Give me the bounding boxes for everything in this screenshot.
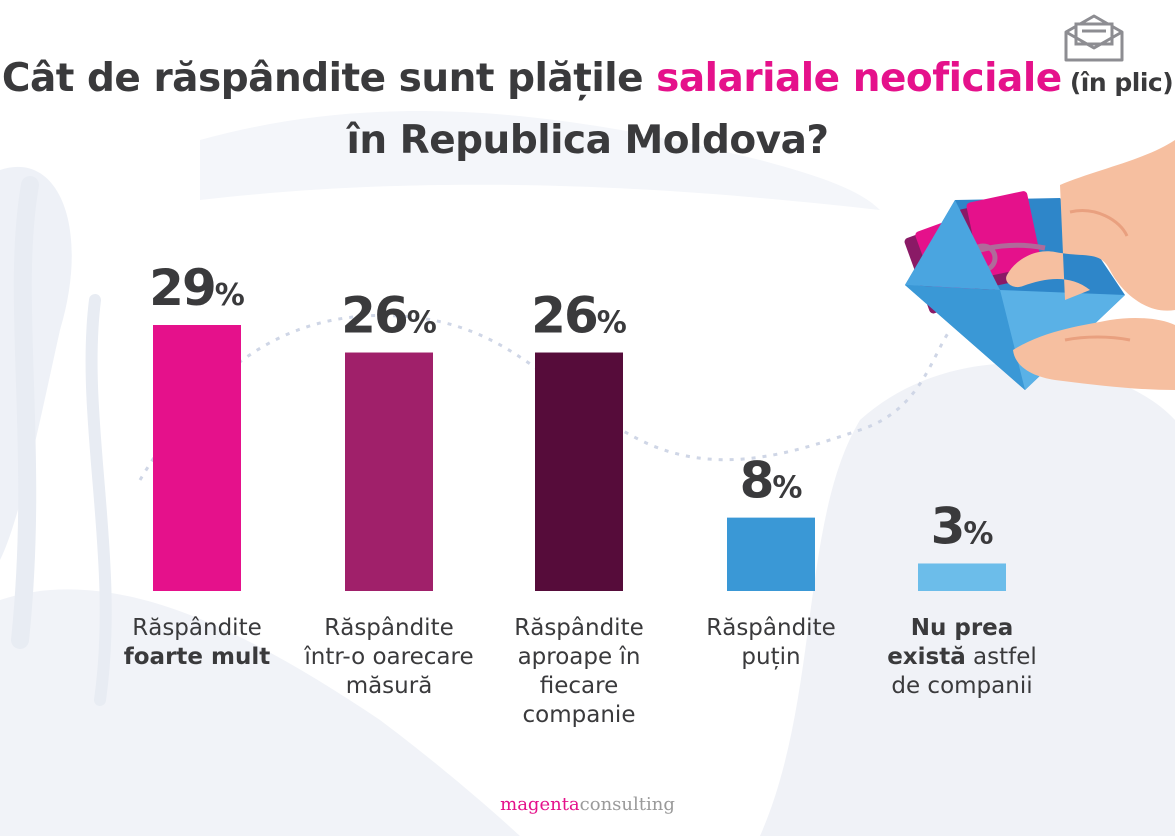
category-label-3: Răspândite aproape în fiecare companie [484, 614, 674, 730]
category-label-5-rest: astfel de companii [891, 644, 1037, 699]
category-label-2: Răspândite într-o oarecare măsură [294, 614, 484, 701]
value-label-5: 3% [931, 497, 994, 555]
value-label-2: 26% [341, 287, 437, 345]
category-label-3-rest: aproape în fiecare companie [517, 644, 641, 728]
value-label-3: 26% [531, 287, 627, 345]
chart-title: Cât de răspândite sunt plățile salariale… [0, 50, 1175, 170]
title-part1: Cât de răspândite sunt plățile [1, 56, 657, 101]
category-label-4: Răspândite puțin [676, 614, 866, 672]
category-label-1: Răspândite foarte mult [102, 614, 292, 672]
category-label-1-line1: Răspândite [132, 615, 262, 641]
category-label-4-line1: Răspândite [706, 615, 836, 641]
brand-logo: magentaconsulting [0, 794, 1175, 815]
bar-4 [727, 517, 815, 591]
value-label-4: 8% [740, 452, 803, 510]
brand-consulting: consulting [579, 794, 675, 815]
category-label-5-bold: Nu prea există [887, 615, 1014, 670]
bar-2 [345, 352, 433, 591]
category-label-2-line1: Răspândite [324, 615, 454, 641]
category-label-2-rest: într-o oarecare măsură [304, 644, 474, 699]
category-label-1-bold: foarte mult [123, 644, 271, 670]
brand-magenta: magenta [500, 794, 580, 815]
title-small: (în plic) [1061, 68, 1174, 97]
bar-1 [153, 325, 241, 591]
category-label-4-rest: puțin [741, 644, 801, 670]
value-label-1: 29% [149, 259, 245, 317]
hands-envelope-money-icon [904, 140, 1175, 390]
envelope-icon [1064, 14, 1124, 62]
title-line2: în Republica Moldova? [346, 118, 829, 163]
bar-5 [918, 563, 1006, 591]
category-label-3-line1: Răspândite [514, 615, 644, 641]
category-label-5: Nu prea există astfel de companii [867, 614, 1057, 701]
title-accent: salariale neoficiale [656, 56, 1062, 101]
bar-3 [535, 352, 623, 591]
